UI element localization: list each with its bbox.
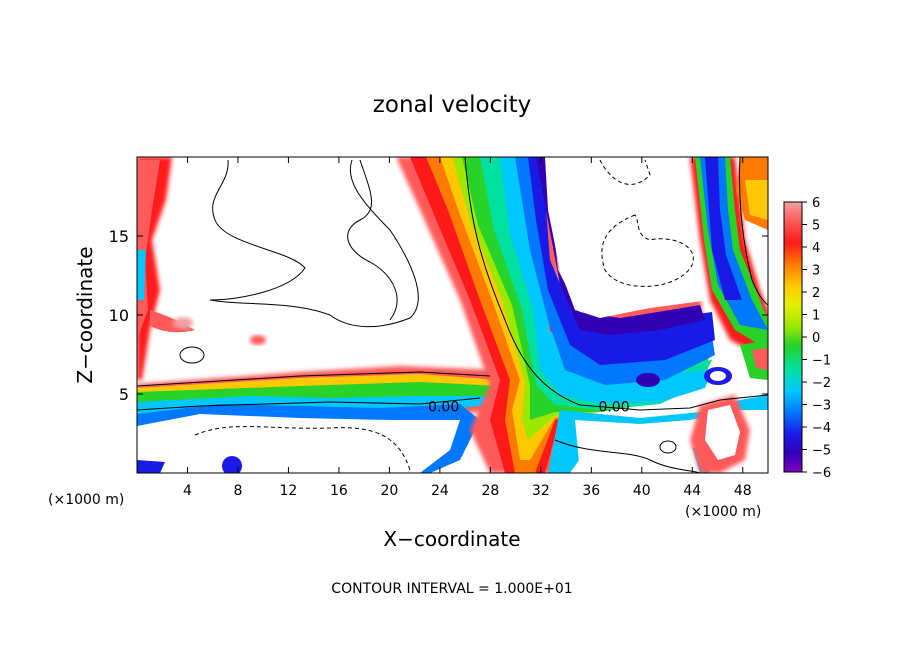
x-tick-label: 28 <box>481 483 499 499</box>
colorbar-tick-label: −1 <box>812 354 831 369</box>
contour-label: 0.00 <box>428 400 459 416</box>
colorbar-tick-label: 3 <box>812 264 820 279</box>
colorbar-tick-label: 5 <box>812 219 820 234</box>
colorbar-tick-label: 0 <box>812 331 820 346</box>
x-tick-label: 32 <box>532 483 550 499</box>
colorbar-tick-label: −2 <box>812 376 831 391</box>
chart-title: zonal velocity <box>373 92 531 118</box>
x-unit-label-left: (×1000 m) <box>48 492 124 508</box>
heatmap-field <box>137 157 768 473</box>
x-tick-label: 12 <box>280 483 298 499</box>
x-tick-label: 4 <box>183 483 192 499</box>
x-tick-label: 40 <box>633 483 651 499</box>
colorbar-tick-label: −4 <box>812 421 831 436</box>
x-tick-label: 20 <box>380 483 398 499</box>
contour-label: 0.00 <box>598 400 629 416</box>
colorbar-tick-label: 6 <box>812 196 820 211</box>
x-axis-label: X−coordinate <box>383 527 520 551</box>
x-tick-label: 36 <box>582 483 600 499</box>
y-tick-label: 5 <box>119 385 129 404</box>
colorbar-tick-label: −3 <box>812 399 831 414</box>
y-axis-label: Z−coordinate <box>73 246 97 383</box>
x-tick-label: 48 <box>734 483 752 499</box>
colorbar-tick-label: −5 <box>812 444 831 459</box>
contour-interval-note: CONTOUR INTERVAL = 1.000E+01 <box>331 581 572 597</box>
x-tick-label: 16 <box>330 483 348 499</box>
colorbar-tick-label: 1 <box>812 309 820 324</box>
x-tick-label: 24 <box>431 483 449 499</box>
y-tick-label: 15 <box>109 227 129 246</box>
colorbar-tick-label: 2 <box>812 286 820 301</box>
x-tick-label: 44 <box>683 483 701 499</box>
colorbar-tick-label: −6 <box>812 466 831 481</box>
colorbar <box>783 201 803 473</box>
x-unit-label-right: (×1000 m) <box>685 504 761 520</box>
colorbar-tick-label: 4 <box>812 241 820 256</box>
y-tick-label: 10 <box>109 306 129 325</box>
x-tick-label: 8 <box>233 483 242 499</box>
